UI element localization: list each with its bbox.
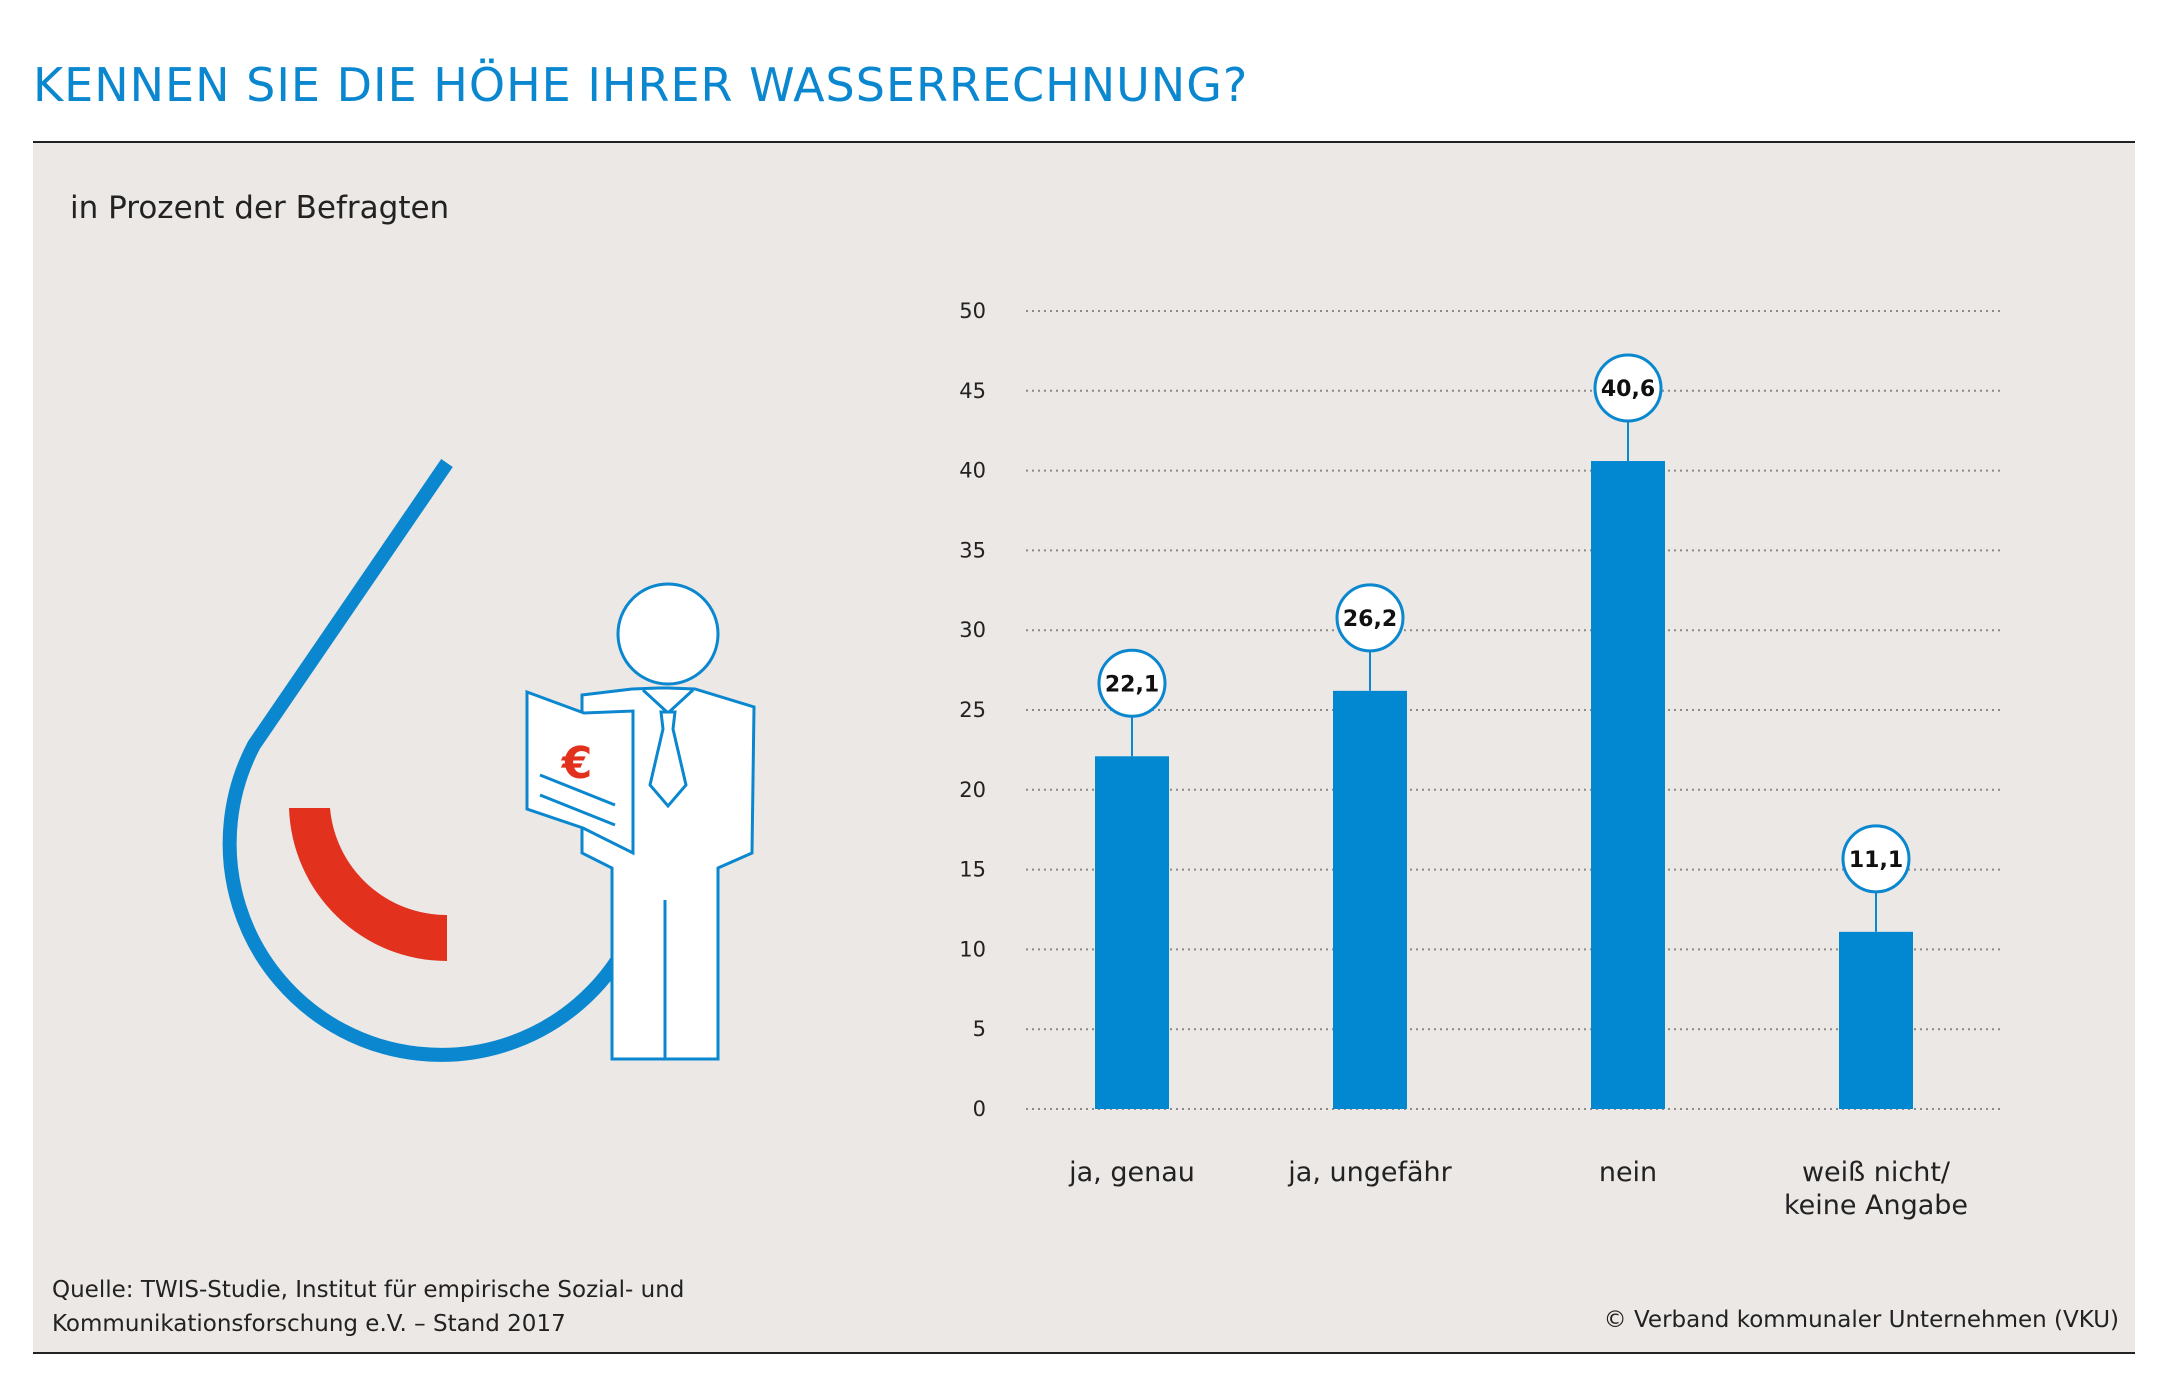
y-tick-label: 40 xyxy=(959,459,986,483)
category-label: nein xyxy=(1599,1157,1657,1188)
bar xyxy=(1591,461,1665,1109)
category-label: weiß nicht/ xyxy=(1802,1157,1951,1188)
value-label: 40,6 xyxy=(1601,377,1655,402)
y-tick-label: 10 xyxy=(959,937,986,961)
water-drop-icon xyxy=(222,459,635,1062)
value-bubble xyxy=(1097,648,1167,718)
y-tick-label: 50 xyxy=(959,299,986,323)
y-tick-label: 0 xyxy=(973,1097,986,1121)
grid-lines xyxy=(1026,310,2000,1110)
category-label: ja, genau xyxy=(1068,1157,1195,1188)
y-tick-label: 25 xyxy=(959,698,986,722)
x-axis-categories: ja, genau ja, ungefähr nein weiß nicht/kein… xyxy=(1068,1157,1968,1221)
y-tick-label: 20 xyxy=(959,778,986,802)
euro-symbol: € xyxy=(561,738,593,789)
value-label: 11,1 xyxy=(1849,848,1903,873)
value-bubble xyxy=(1593,353,1663,423)
red-arc-shape xyxy=(289,808,447,961)
y-tick-label: 45 xyxy=(959,379,986,403)
category-label: keine Angabe xyxy=(1784,1190,1968,1221)
y-axis-ticks: 0 5 10 15 20 25 30 35 40 45 50 xyxy=(959,299,986,1121)
value-label: 26,2 xyxy=(1343,607,1397,632)
y-tick-label: 30 xyxy=(959,618,986,642)
source-line-2: Kommunikationsforschung e.V. – Stand 201… xyxy=(52,1311,566,1337)
source-note: Quelle: TWIS-Studie, Institut für empiri… xyxy=(52,1273,684,1341)
y-tick-label: 5 xyxy=(973,1017,986,1041)
invoice-icon: € xyxy=(525,689,635,856)
value-label: 22,1 xyxy=(1105,672,1159,697)
bar-series: 22,1 26,2 40,6 11,1 xyxy=(1095,353,1913,1109)
source-line-1: Quelle: TWIS-Studie, Institut für empiri… xyxy=(52,1277,685,1303)
value-bubble xyxy=(1335,583,1405,653)
illustration: € xyxy=(222,459,756,1062)
chart-title: KENNEN SIE DIE HÖHE IHRER WASSERRECHNUNG… xyxy=(33,58,1249,112)
y-tick-label: 15 xyxy=(959,858,986,882)
chart-panel xyxy=(33,141,2135,1354)
value-bubble xyxy=(1841,824,1911,894)
bar xyxy=(1333,690,1407,1109)
y-tick-label: 35 xyxy=(959,538,986,562)
category-label: ja, ungefähr xyxy=(1287,1157,1452,1188)
copyright-note: © Verband kommunaler Unternehmen (VKU) xyxy=(1603,1307,2119,1333)
bar xyxy=(1095,756,1169,1109)
bar xyxy=(1839,931,1913,1109)
chart-subtitle: in Prozent der Befragten xyxy=(70,190,450,226)
